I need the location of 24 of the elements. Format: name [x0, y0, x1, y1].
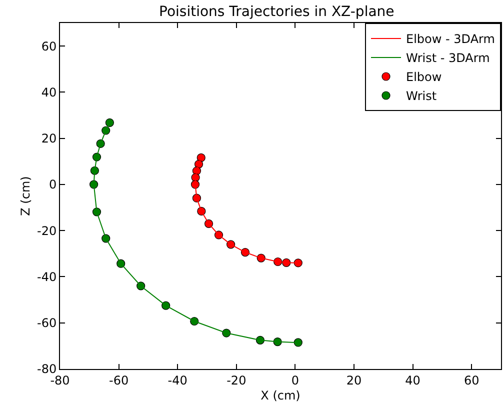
- y-tick-label: 20: [41, 132, 57, 146]
- y-tick-label: 60: [41, 39, 57, 54]
- legend-label: Elbow: [406, 70, 442, 84]
- y-tick-label: -60: [36, 316, 57, 330]
- x-tick-label: -60: [108, 373, 129, 388]
- x-axis-title: X (cm): [260, 388, 300, 402]
- x-tick-label: 60: [464, 373, 480, 388]
- y-tick-label: -20: [36, 224, 57, 238]
- x-tick-label: 40: [405, 373, 420, 388]
- chart-title: Poisitions Trajectories in XZ-plane: [159, 4, 394, 20]
- y-tick-label: -40: [36, 270, 57, 284]
- point: [105, 118, 114, 127]
- legend-label: Elbow - 3DArm: [406, 32, 495, 46]
- point: [294, 258, 302, 268]
- y-tick-label: 0: [48, 178, 57, 192]
- y-axis-title: Z (cm): [18, 176, 32, 216]
- legend-label: Wrist: [406, 89, 437, 104]
- x-tick-label: -20: [226, 373, 246, 388]
- x-tick-label: 20: [346, 373, 362, 388]
- y-tick-label: 40: [41, 85, 57, 100]
- x-tick-label: -40: [168, 373, 188, 388]
- point: [294, 338, 302, 347]
- legend-label: Wrist - 3DArm: [406, 51, 490, 66]
- x-tick-label: 0: [291, 373, 300, 388]
